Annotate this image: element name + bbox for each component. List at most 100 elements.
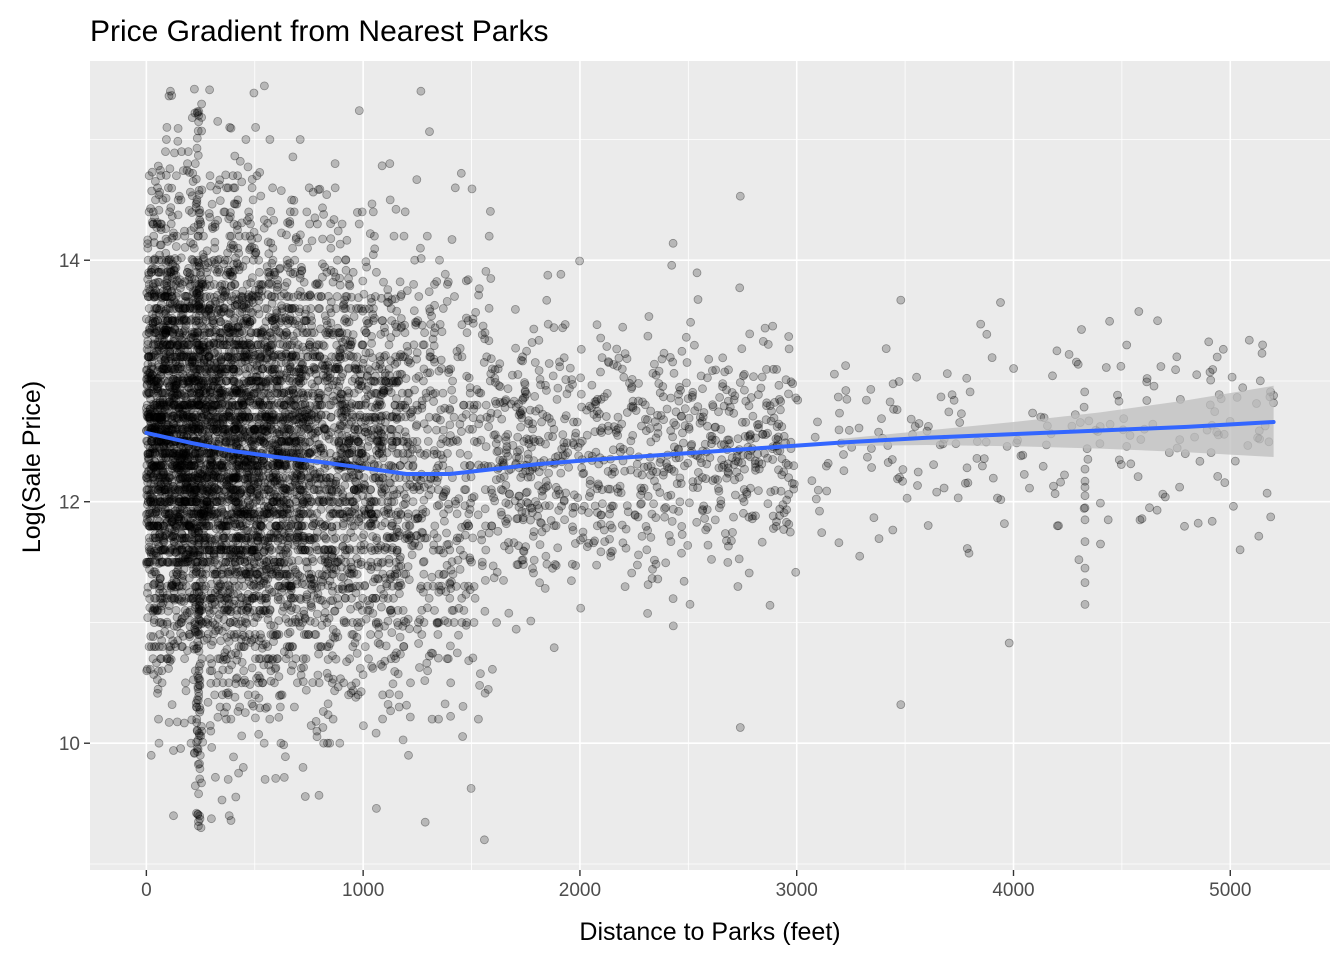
data-point [1060, 470, 1069, 480]
data-point [252, 360, 262, 370]
data-point [400, 207, 410, 217]
data-point [402, 441, 412, 451]
data-point [193, 541, 203, 550]
data-point [329, 509, 339, 519]
data-point [176, 744, 186, 753]
data-point [666, 490, 676, 500]
minor-gridlines [90, 61, 1330, 870]
data-point [268, 183, 278, 193]
data-point [277, 569, 287, 579]
data-point [1142, 396, 1152, 405]
data-point [681, 332, 691, 342]
data-point [834, 425, 844, 435]
data-point [660, 504, 669, 514]
data-point [302, 207, 312, 217]
data-point [939, 483, 949, 493]
data-point [327, 497, 337, 507]
data-point [427, 311, 437, 321]
data-point [314, 439, 324, 449]
data-point [426, 319, 436, 329]
data-point [596, 367, 605, 377]
data-point [244, 496, 253, 506]
data-point [724, 365, 733, 375]
data-point [321, 424, 331, 434]
data-point [196, 419, 206, 429]
data-point [319, 479, 329, 489]
data-point [763, 499, 773, 509]
data-point [144, 533, 154, 543]
data-point [293, 376, 303, 386]
data-point [327, 522, 337, 531]
data-point [205, 212, 215, 222]
data-point [156, 410, 166, 420]
data-point [304, 365, 314, 375]
data-point [203, 542, 213, 551]
data-point [923, 521, 933, 530]
data-point [414, 639, 424, 648]
data-point [210, 376, 220, 386]
data-point [404, 535, 414, 545]
data-point [335, 509, 345, 519]
data-point [211, 436, 221, 446]
data-point [419, 557, 429, 566]
data-point [322, 190, 332, 200]
data-point [231, 553, 241, 562]
data-point [153, 506, 163, 516]
data-point [180, 461, 190, 470]
data-point [285, 376, 294, 386]
data-point [361, 510, 371, 520]
data-point [618, 322, 628, 332]
data-point [1220, 478, 1230, 488]
data-point [472, 400, 482, 410]
data-point [590, 501, 600, 511]
data-point [150, 423, 160, 433]
data-point [559, 438, 569, 448]
data-point [399, 352, 409, 362]
data-point [323, 699, 333, 709]
data-point [297, 579, 307, 589]
data-point [232, 340, 242, 350]
data-point [168, 304, 178, 314]
data-point [336, 572, 346, 582]
data-point [463, 450, 473, 460]
data-point [266, 206, 276, 216]
data-point [1204, 337, 1214, 347]
data-point [702, 459, 712, 469]
data-point [455, 545, 465, 555]
data-point [189, 84, 199, 94]
data-point [230, 497, 240, 507]
data-point [194, 388, 204, 398]
data-point [214, 370, 224, 379]
data-point [258, 560, 268, 570]
data-point [445, 420, 455, 430]
data-point [396, 561, 406, 571]
data-point [576, 344, 586, 354]
data-point [497, 510, 507, 520]
data-point [387, 628, 397, 637]
data-point [965, 387, 975, 397]
data-point [1192, 370, 1202, 380]
data-point [155, 558, 165, 567]
data-point [1025, 483, 1034, 493]
data-point [265, 135, 275, 144]
data-point [282, 581, 292, 591]
data-point [180, 611, 190, 621]
data-point [419, 495, 429, 505]
data-point [210, 690, 220, 700]
data-point [187, 489, 197, 499]
data-point [379, 436, 389, 446]
data-point [768, 321, 778, 331]
data-point [734, 472, 744, 482]
data-point [280, 331, 290, 341]
data-point [488, 561, 498, 571]
data-point [385, 159, 395, 169]
data-point [393, 507, 403, 517]
data-point [233, 352, 243, 362]
data-point [643, 609, 652, 618]
data-point [189, 644, 199, 654]
data-point [425, 386, 435, 396]
data-point [862, 395, 871, 405]
data-point [603, 426, 613, 435]
data-point [435, 255, 444, 265]
data-point [262, 262, 272, 272]
